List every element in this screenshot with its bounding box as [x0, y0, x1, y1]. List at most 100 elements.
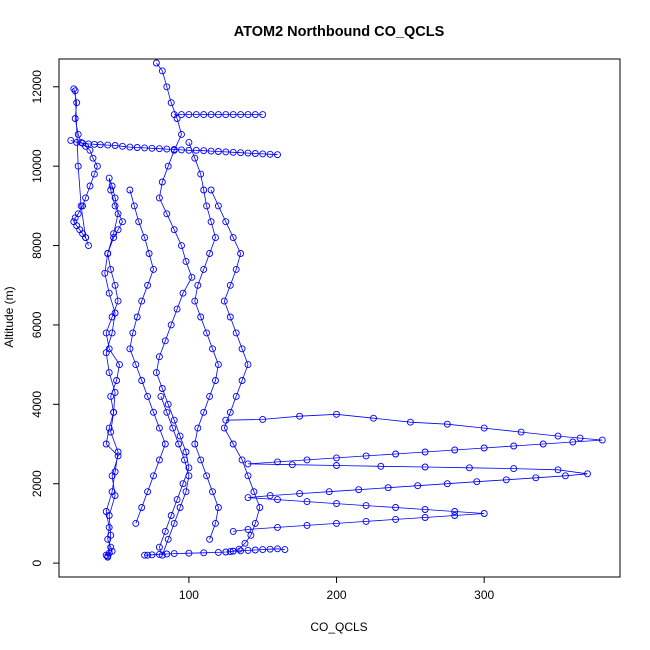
data-point: [178, 111, 185, 119]
data-point: [155, 543, 163, 551]
data-point: [392, 515, 400, 523]
data-point: [325, 488, 333, 496]
data-point: [296, 490, 304, 498]
data-point: [598, 436, 606, 444]
data-point: [251, 150, 259, 157]
data-point: [161, 337, 169, 345]
data-point: [155, 424, 163, 432]
data-point: [247, 531, 255, 539]
data-point: [222, 548, 230, 556]
series-line-3: [155, 62, 193, 557]
data-point: [161, 440, 169, 448]
data-point: [465, 464, 473, 472]
data-point: [197, 170, 205, 178]
data-point: [185, 138, 193, 146]
data-point: [274, 458, 281, 466]
data-point: [212, 377, 219, 384]
data-point: [191, 440, 199, 448]
data-point: [303, 498, 311, 506]
series-line-2: [73, 88, 98, 246]
data-point: [584, 470, 591, 478]
chart-title: ATOM2 Northbound CO_QCLS: [234, 24, 445, 40]
data-point: [333, 519, 340, 527]
data-point: [163, 83, 171, 91]
data-point: [232, 392, 240, 400]
data-point: [443, 480, 451, 488]
data-point: [510, 465, 518, 473]
data-point: [105, 369, 113, 377]
data-point: [203, 329, 211, 337]
data-point: [532, 474, 540, 482]
data-point: [259, 111, 267, 119]
x-axis-label: CO_QCLS: [310, 620, 367, 634]
data-point: [554, 466, 562, 474]
data-point: [158, 67, 166, 75]
data-point: [161, 527, 169, 535]
data-point: [102, 349, 110, 357]
data-point: [333, 500, 340, 508]
data-point: [377, 462, 385, 470]
data-point: [119, 142, 126, 150]
data-point: [148, 144, 156, 152]
data-point: [274, 496, 281, 504]
data-point: [212, 519, 219, 527]
data-point: [77, 138, 85, 146]
data-point: [229, 234, 237, 242]
data-point: [200, 549, 208, 557]
data-point: [561, 472, 569, 480]
data-point: [220, 424, 228, 432]
data-point: [288, 461, 296, 469]
data-point: [200, 111, 208, 119]
data-point: [362, 517, 370, 525]
data-point: [480, 444, 488, 452]
data-point: [155, 456, 163, 464]
data-point: [229, 547, 237, 555]
data-point: [421, 506, 429, 513]
data-point: [148, 551, 156, 559]
data-point: [179, 480, 187, 488]
data-point: [406, 418, 414, 426]
data-point: [200, 265, 208, 273]
data-point: [451, 446, 459, 454]
data-point: [259, 415, 267, 423]
data-point: [229, 148, 237, 156]
data-point: [244, 472, 252, 480]
data-point: [70, 85, 78, 93]
data-point: [126, 143, 134, 151]
data-point: [167, 99, 175, 107]
data-point: [111, 142, 119, 149]
data-point: [158, 551, 166, 559]
data-point: [155, 353, 163, 361]
data-point: [362, 502, 370, 510]
data-point: [214, 548, 222, 556]
y-tick-label: 10000: [30, 149, 44, 183]
data-point: [191, 297, 199, 305]
data-point: [114, 210, 122, 218]
data-point: [539, 440, 547, 448]
data-point: [163, 145, 171, 153]
data-point: [164, 400, 172, 408]
data-point: [188, 273, 196, 281]
data-point: [259, 150, 267, 158]
data-point: [126, 186, 134, 194]
data-point: [114, 297, 122, 305]
data-point: [238, 377, 246, 384]
data-point: [185, 472, 193, 480]
data-point: [167, 321, 175, 329]
data-point: [281, 546, 289, 554]
data-point: [451, 512, 459, 519]
data-point: [86, 146, 94, 154]
data-point: [220, 297, 228, 305]
data-point: [197, 313, 205, 321]
data-point: [185, 111, 193, 119]
data-point: [74, 130, 82, 138]
data-point: [102, 551, 110, 559]
data-point: [421, 463, 429, 471]
data-point: [152, 369, 160, 377]
data-point: [77, 202, 85, 210]
data-point: [86, 182, 94, 190]
data-point: [194, 281, 202, 289]
data-point: [104, 250, 112, 257]
data-point: [212, 234, 219, 242]
data-point: [333, 454, 340, 462]
